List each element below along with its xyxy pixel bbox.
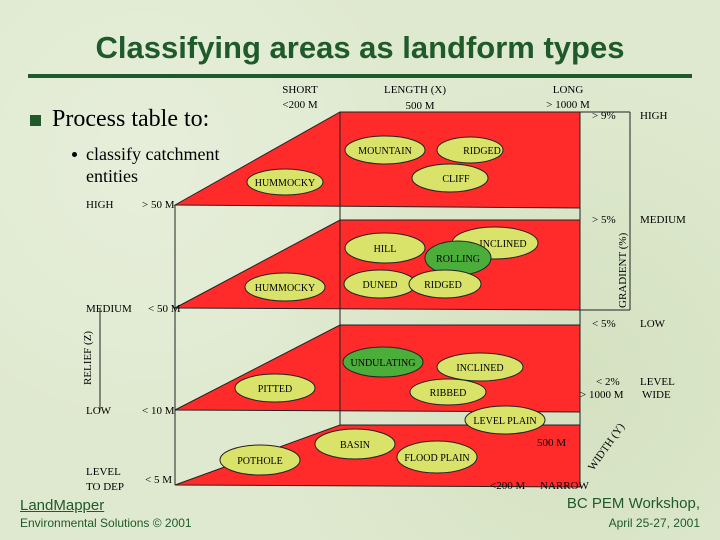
footer-copyright: Environmental Solutions © 2001 — [20, 516, 192, 530]
landform-pothole — [219, 444, 301, 476]
gradient-low-value: < 5% — [592, 318, 616, 330]
landform-hummocky-top — [246, 168, 324, 196]
length-long-value: > 1000 M — [546, 99, 590, 111]
label-level-plain: LEVEL PLAIN — [473, 416, 536, 427]
relief-high: HIGH — [86, 199, 114, 211]
label-rolling: ROLLING — [436, 254, 480, 265]
gradient-low: LOW — [640, 318, 666, 330]
footer-event: BC PEM Workshop, — [566, 495, 700, 512]
bullet-sub: classify catchment entities — [86, 143, 219, 187]
label-undulating: UNDULATING — [351, 358, 416, 369]
width-narrow: NARROW — [540, 480, 589, 492]
gradient-medium: MEDIUM — [640, 214, 686, 226]
landform-hill — [344, 232, 426, 264]
label-ridged-top: RIDGED — [463, 146, 501, 157]
relief-level-line2: TO DEP — [86, 481, 124, 493]
length-short-value: <200 M — [282, 99, 318, 111]
width-wide-value: > 1000 M — [580, 389, 624, 401]
label-basin: BASIN — [340, 440, 370, 451]
relief-axis-title: RELIEF (Z) — [82, 330, 94, 385]
landform-pitted — [234, 373, 316, 403]
relief-medium: MEDIUM — [86, 303, 132, 315]
label-hummocky-mid: HUMMOCKY — [255, 283, 316, 294]
relief-level-value: < 5 M — [145, 474, 172, 486]
footer-date: April 25-27, 2001 — [608, 516, 700, 530]
landform-cliff — [411, 163, 489, 193]
landform-level-plain — [464, 405, 546, 435]
width-wide: WIDE — [642, 389, 671, 401]
footer-brand: LandMapper — [20, 497, 105, 514]
gradient-axis-title: GRADIENT (%) — [617, 232, 629, 308]
label-flood-plain: FLOOD PLAIN — [404, 453, 469, 464]
width-mid-value: 500 M — [537, 437, 567, 449]
gradient-level-value: < 2% — [596, 376, 620, 388]
landform-undulating — [342, 346, 424, 378]
title-rule — [28, 74, 692, 78]
length-axis-heading: LENGTH (X) — [383, 84, 447, 96]
landform-ridged-mid — [408, 269, 482, 299]
label-inclined-low: INCLINED — [456, 363, 503, 374]
relief-low-value: < 10 M — [142, 405, 175, 417]
label-hummocky-top: HUMMOCKY — [255, 178, 316, 189]
label-pothole: POTHOLE — [237, 456, 283, 467]
label-hill: HILL — [374, 244, 397, 255]
landform-basin — [314, 428, 396, 460]
bullet-sub-line1: classify catchment — [86, 144, 220, 164]
label-ribbed: RIBBED — [430, 388, 467, 399]
landform-mountain — [344, 135, 426, 165]
bullet-dot-icon — [72, 152, 77, 157]
gradient-level: LEVEL — [640, 376, 675, 388]
length-short: SHORT — [282, 84, 318, 96]
label-duned: DUNED — [363, 280, 398, 291]
landform-flood-plain — [396, 440, 478, 474]
relief-low: LOW — [86, 405, 112, 417]
relief-level-line1: LEVEL — [86, 466, 121, 478]
bullet-main: Process table to: — [52, 106, 210, 132]
relief-high-value: > 50 M — [142, 199, 175, 211]
length-mid-value: 500 M — [405, 100, 435, 112]
landform-ribbed — [409, 378, 487, 406]
landform-inclined-low — [436, 352, 524, 382]
gradient-high: HIGH — [640, 110, 668, 122]
landform-ridged-top — [436, 136, 504, 164]
bullet-sub-line2: entities — [86, 166, 138, 186]
gradient-medium-value: > 5% — [592, 214, 616, 226]
label-cliff: CLIFF — [442, 174, 470, 185]
width-narrow-value: <200 M — [490, 480, 526, 492]
gradient-high-value: > 9% — [592, 110, 616, 122]
label-mountain: MOUNTAIN — [358, 146, 412, 157]
slide-title: Classifying areas as landform types — [95, 30, 625, 65]
label-inclined-mid: INCLINED — [479, 239, 526, 250]
length-long: LONG — [552, 84, 584, 96]
bullet-square-icon — [30, 115, 41, 126]
label-pitted: PITTED — [258, 384, 292, 395]
relief-medium-value: < 50 M — [148, 303, 181, 315]
landform-hummocky-mid — [244, 272, 326, 302]
label-ridged-mid: RIDGED — [424, 280, 462, 291]
